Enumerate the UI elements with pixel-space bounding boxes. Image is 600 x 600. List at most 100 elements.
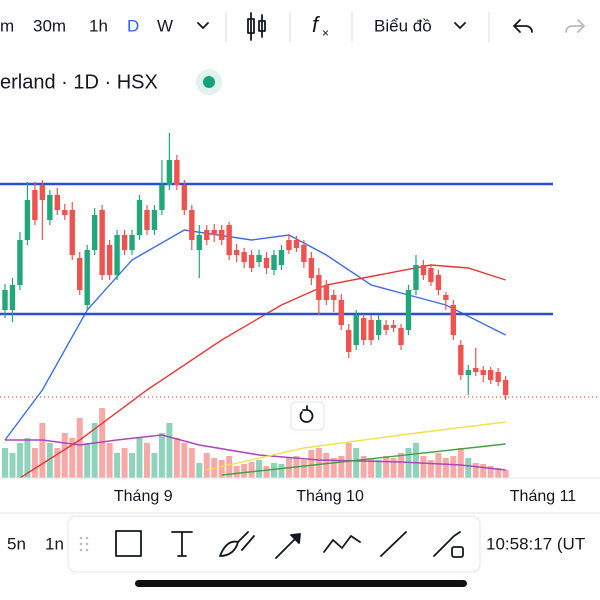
volume-bar (435, 453, 442, 478)
candle-body (368, 320, 374, 340)
candle-body (62, 210, 68, 215)
candle-body (24, 200, 31, 240)
volume-bar (398, 453, 405, 478)
volume-bar (24, 438, 31, 478)
volume-bar (226, 456, 233, 478)
volume-bar (106, 443, 113, 478)
moving-average (4, 229, 506, 441)
candle-body (204, 230, 210, 240)
candle-body (278, 250, 285, 265)
interval-active[interactable]: D (127, 16, 139, 35)
volume-bar (2, 448, 8, 478)
candle-body (211, 230, 217, 235)
candle-body (495, 372, 501, 382)
plot (0, 133, 600, 479)
drag-handle[interactable] (79, 536, 89, 552)
volume-bar (121, 448, 128, 478)
status-dot (203, 76, 215, 88)
volume-bar (16, 443, 23, 478)
undo[interactable] (513, 19, 533, 33)
interval[interactable]: m (0, 16, 14, 35)
volume-bar (278, 464, 285, 478)
moving-average (206, 421, 506, 471)
candle-body (91, 215, 98, 250)
volume-bar (129, 453, 136, 478)
volume-bar (181, 443, 188, 478)
path-tool[interactable] (323, 535, 361, 553)
volume-bar (300, 460, 307, 478)
volume-bar (91, 423, 98, 478)
candle-body (353, 315, 359, 345)
ruler-tool (451, 546, 464, 558)
fx-icon: × (322, 26, 329, 40)
volume-bar (360, 456, 367, 478)
volume-bar (472, 463, 479, 478)
candle-body (405, 290, 412, 330)
volume-bar (61, 433, 68, 478)
candle-body (487, 370, 494, 380)
chart-type[interactable]: Biểu đồ (374, 16, 432, 35)
candle-body (189, 210, 195, 240)
arrow-tool[interactable] (275, 533, 301, 559)
range-button[interactable]: 1n (45, 534, 64, 553)
rect-tool[interactable] (115, 530, 142, 557)
interval[interactable]: W (157, 16, 173, 35)
interval[interactable]: 30m (33, 16, 66, 35)
volume-bar (427, 460, 434, 478)
candle-body (241, 252, 247, 262)
line-tool[interactable] (380, 531, 407, 557)
volume-bar (480, 464, 487, 478)
candle-body (121, 235, 128, 250)
volume-ma (5, 434, 506, 471)
volume-bar (338, 456, 345, 478)
candle-body (9, 285, 16, 310)
volume-bar (54, 448, 61, 478)
text-tool[interactable] (171, 531, 193, 557)
volume-bar (390, 458, 397, 478)
redo[interactable] (565, 19, 585, 33)
volume-bar (188, 448, 195, 478)
candle-body (144, 210, 150, 230)
candle-body (346, 330, 352, 352)
candle-body (181, 185, 188, 210)
volume-bar (99, 408, 106, 478)
volume-bar (158, 433, 165, 478)
candle-body (271, 255, 277, 270)
ruler-tool[interactable] (433, 531, 461, 557)
candle-body (443, 295, 449, 300)
candle-body (99, 210, 105, 275)
volume-bar (315, 448, 322, 478)
chevron[interactable] (454, 22, 466, 29)
volume-bar (136, 438, 143, 478)
candle-icon[interactable] (247, 12, 266, 41)
volume-bar (166, 423, 173, 478)
volume-bar (173, 438, 180, 478)
range-button[interactable]: 5n (7, 534, 26, 553)
candle-body (32, 190, 38, 220)
chevron[interactable] (197, 22, 209, 29)
brush-tool[interactable] (219, 531, 255, 557)
top-toolbar: m 30m 1h D W f × Biểu đồ (0, 12, 585, 42)
candle-body (263, 258, 270, 268)
volume-bar (330, 458, 337, 478)
volume-bar (368, 458, 375, 478)
volume-bar (76, 418, 83, 478)
candle-body (39, 185, 46, 200)
candle-body (308, 258, 315, 278)
x-tick-label: Tháng 11 (510, 488, 577, 505)
volume-bar (248, 462, 255, 478)
reset-button[interactable] (290, 401, 325, 431)
candle-body (2, 290, 8, 310)
volume-bar (233, 466, 240, 478)
interval[interactable]: 1h (89, 16, 108, 35)
candle-body (256, 255, 262, 262)
volume-bar (84, 443, 91, 478)
candle-body (174, 160, 180, 185)
candle-body (316, 275, 322, 300)
volume-bar (241, 464, 248, 478)
candle-body (69, 210, 75, 255)
candle-body (360, 318, 367, 340)
candle-body (166, 160, 173, 185)
fx-icon[interactable]: f (312, 12, 321, 37)
